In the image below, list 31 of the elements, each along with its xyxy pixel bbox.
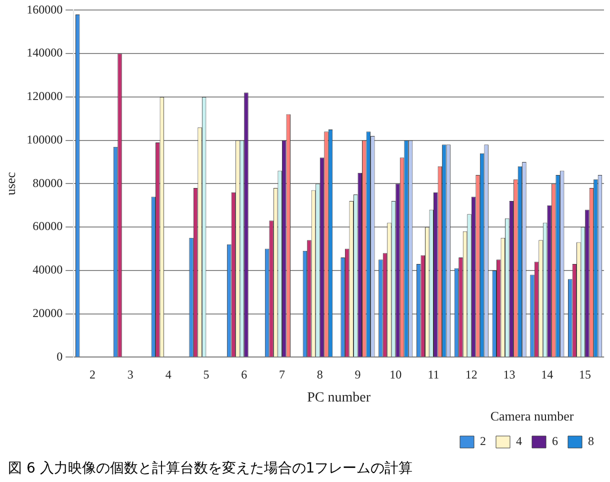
x-tick-label: 6 — [241, 368, 248, 382]
x-tick-label: 13 — [503, 368, 516, 382]
legend-label: 6 — [552, 434, 558, 448]
x-tick-label: 10 — [390, 368, 402, 382]
y-tick-label: 60000 — [32, 219, 63, 234]
y-tick-label: 80000 — [32, 176, 63, 190]
y-tick-label: 160000 — [26, 2, 63, 16]
y-tick-label: 40000 — [32, 262, 63, 277]
y-axis-title: usec — [3, 172, 18, 196]
x-tick-label: 12 — [465, 368, 478, 382]
legend-label: 8 — [588, 434, 594, 448]
y-tick-label: 100000 — [26, 132, 63, 146]
x-tick-label: 3 — [127, 368, 134, 382]
x-tick-label: 5 — [203, 368, 210, 382]
y-tick-label: 120000 — [26, 89, 63, 104]
x-tick-label: 2 — [90, 368, 96, 382]
y-tick-label: 20000 — [32, 306, 63, 320]
legend-title: Camera number — [490, 408, 574, 424]
x-tick-label: 15 — [579, 368, 592, 382]
x-tick-label: 14 — [541, 368, 554, 382]
legend-label: 2 — [480, 434, 486, 448]
x-tick-label: 9 — [354, 368, 361, 382]
y-tick-label: 140000 — [26, 46, 63, 60]
y-tick-label: 0 — [56, 349, 63, 364]
x-tick-label: 11 — [428, 368, 440, 382]
x-axis-title: PC number — [307, 390, 371, 406]
legend-label: 4 — [516, 434, 522, 448]
x-tick-label: 8 — [316, 368, 323, 382]
x-tick-label: 4 — [165, 368, 172, 382]
caption: 図 6 入力映像の個数と計算台数を変えた場合の1フレームの計算 — [8, 460, 413, 477]
x-tick-label: 7 — [278, 368, 285, 382]
